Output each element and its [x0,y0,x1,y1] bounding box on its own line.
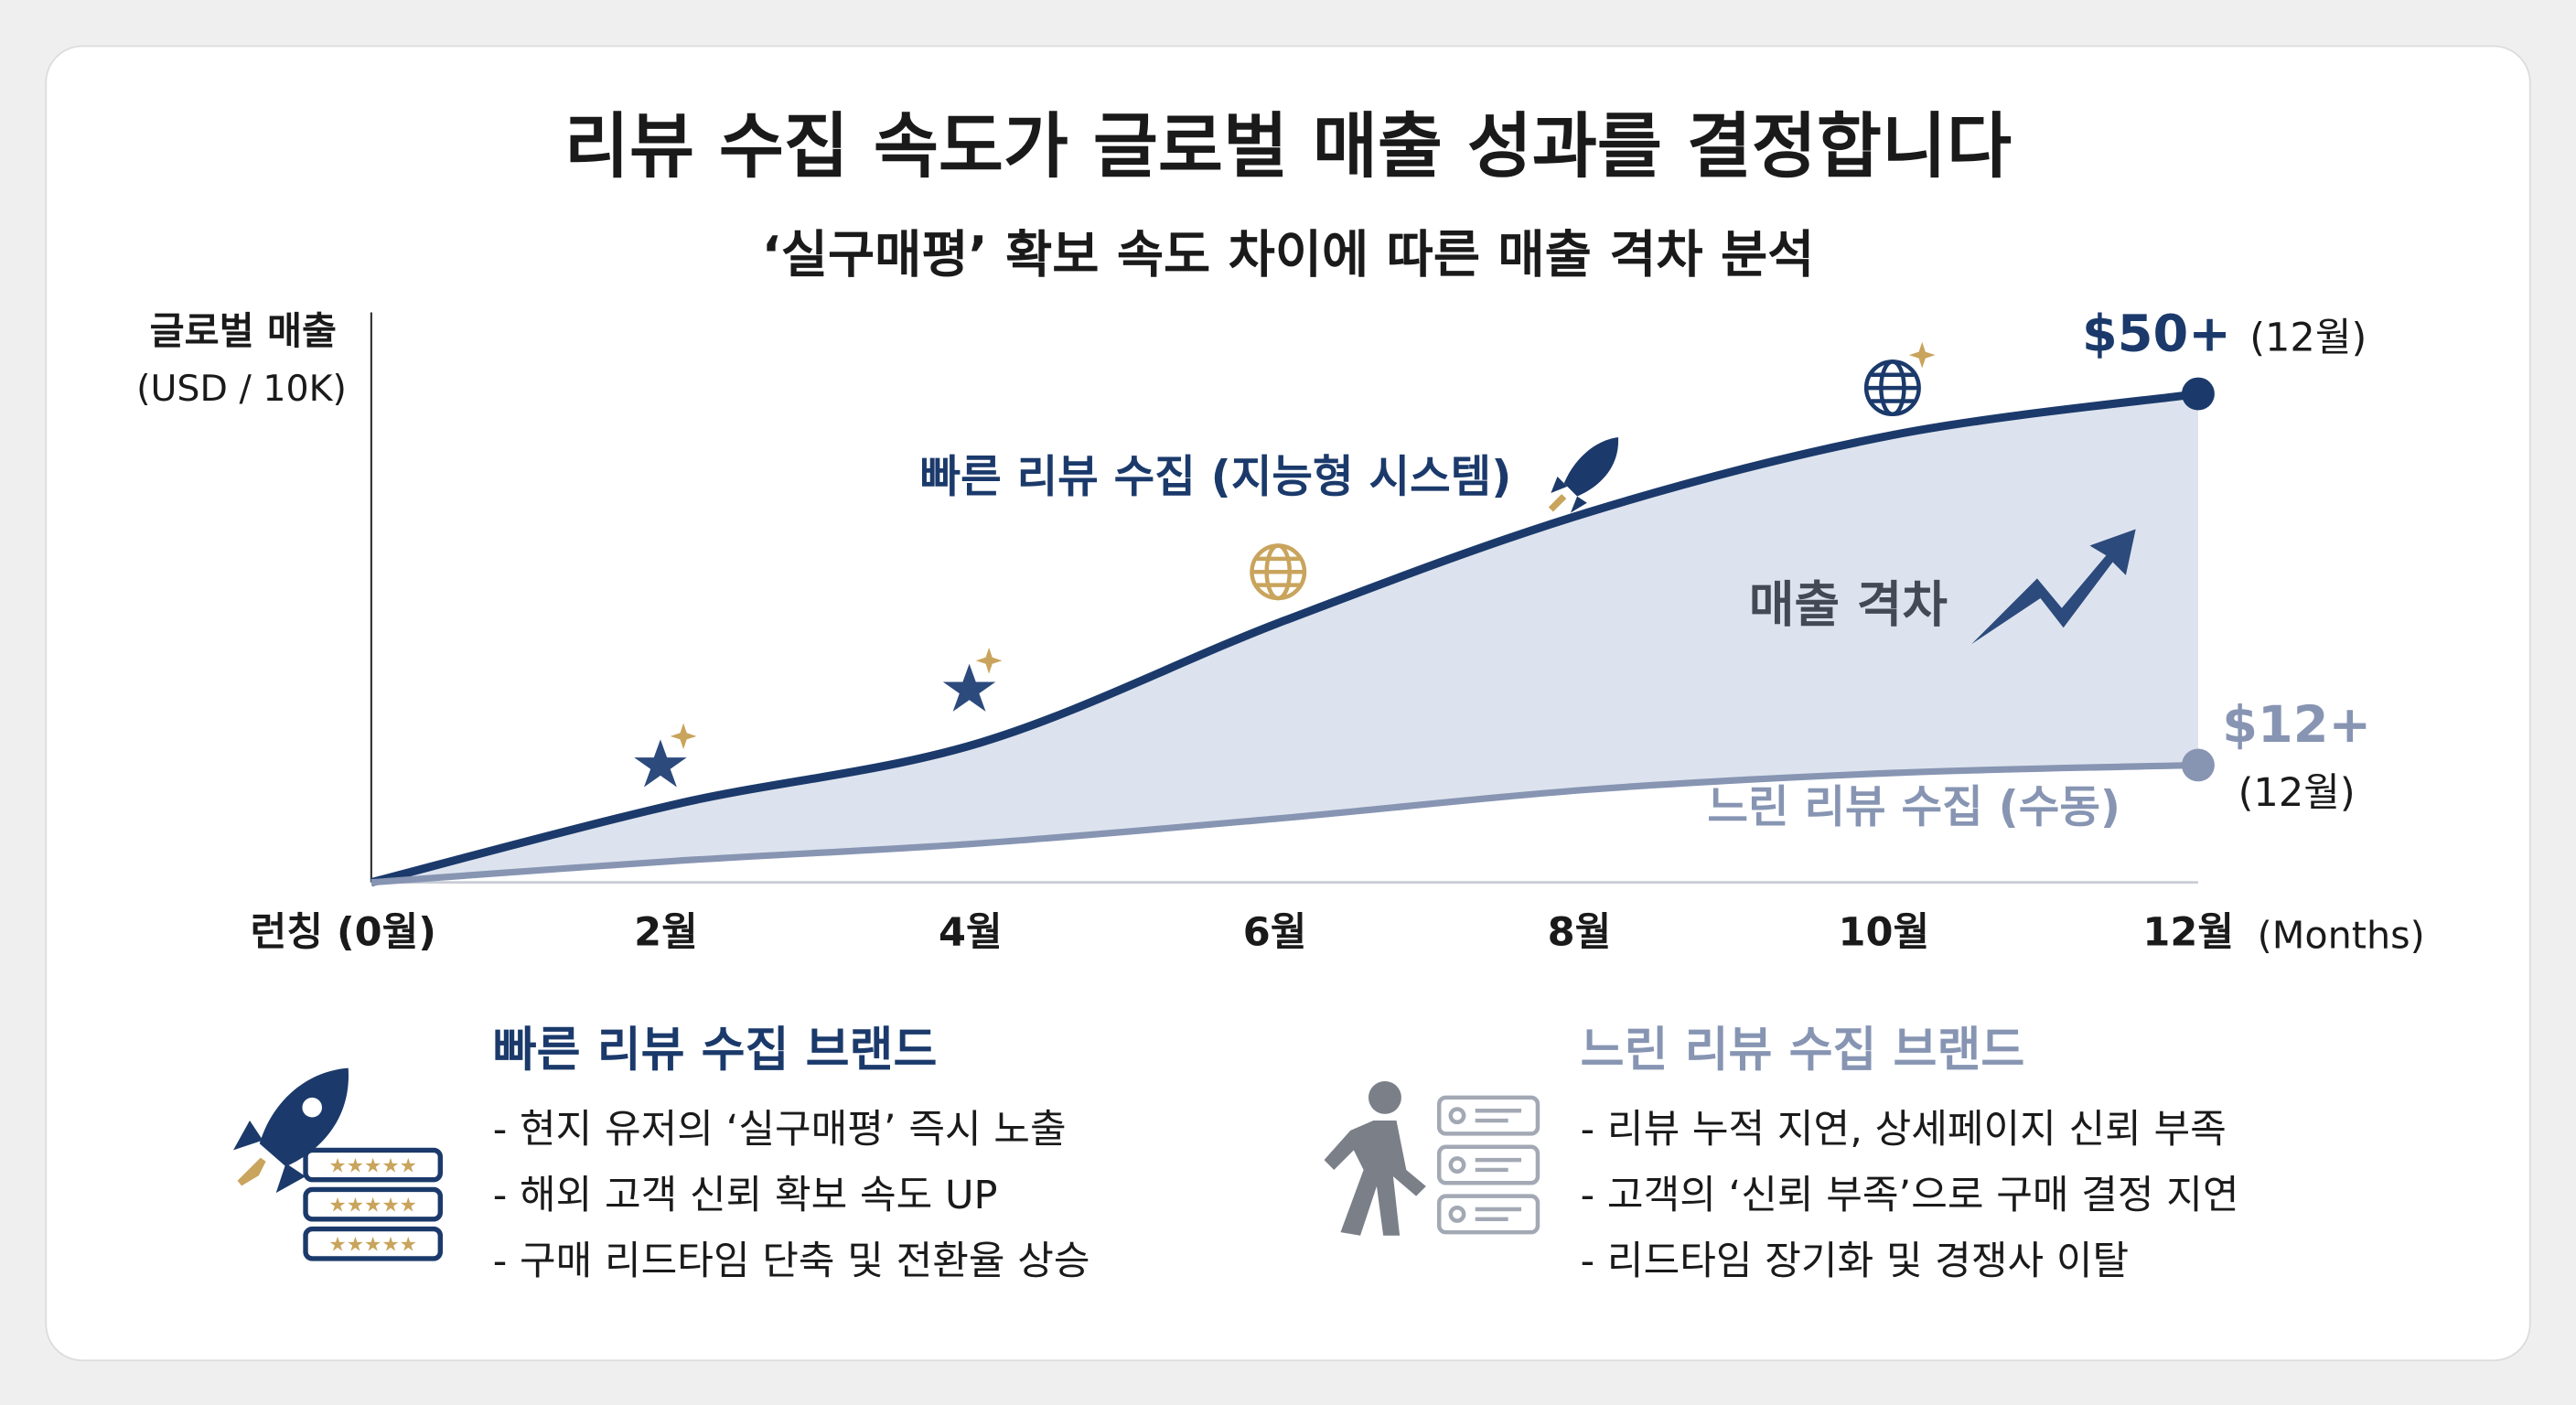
chart-subtitle: ‘실구매평’ 확보 속도 차이에 따른 매출 격차 분석 [762,225,1815,284]
series-label: 빠른 리뷰 수집 (지능형 시스템) [920,452,1512,503]
value-label: $12+ [2222,695,2371,755]
svg-text:★★★★★: ★★★★★ [328,1194,417,1217]
walking-person-icon [1324,1080,1426,1236]
chart-title: 리뷰 수집 속도가 글로벌 매출 성과를 결정합니다 [564,105,2012,188]
x-tick-label: 2월 [634,910,698,956]
panel-item: - 리뷰 누적 지연, 상세페이지 신뢰 부족 [1581,1107,2227,1153]
chat-icons [1436,1095,1540,1235]
rocket-rating-icon: ★★★★★ ★★★★★ ★★★★★ [233,1067,443,1261]
panel-title: 빠른 리뷰 수집 브랜드 [493,1023,938,1078]
star-icon [942,663,996,712]
series-line [370,761,2199,886]
x-tick-label: 런칭 (0월) [251,910,436,956]
star-icon [634,739,687,788]
x-tick-label: 6월 [1243,910,1307,956]
globe-icon [1250,543,1307,601]
series-line [370,390,2199,887]
value-note: (12월) [2238,770,2356,816]
panel-title: 느린 리뷰 수집 브랜드 [1581,1023,2025,1078]
plot: 런칭 (0월) 2월 4월 6월 8월 10월 12월 빠른 리뷰 수집 (지능형 시스템) 느… [251,305,2371,956]
decor-icons: ★★★★★ ★★★★★ ★★★★★ [233,341,2136,1261]
panels: 빠른 리뷰 수집 브랜드 - 현지 유저의 ‘실구매평’ 즉시 노출 - 해외 고객… [493,1023,2239,1283]
end-marker [2181,748,2215,782]
globe-icon [1863,359,1921,417]
panel-item: - 현지 유저의 ‘실구매평’ 즉시 노출 [493,1107,1067,1153]
gap-area [370,393,2198,883]
sparkle-icon [1908,341,1936,369]
gap-label: 매출 격차 [1749,575,1948,633]
value-note: (12월) [2249,316,2367,361]
panel-item: - 구매 리드타임 단축 및 전환율 상승 [493,1239,1090,1284]
x-tick-label: 8월 [1548,910,1612,956]
y-axis-label: 글로벌 매출 [150,309,337,353]
rocket-icon [1548,436,1619,513]
y-axis-unit: (USD / 10K) [136,368,347,410]
series-label: 느린 리뷰 수집 (수동) [1707,782,2120,833]
end-marker [2181,377,2215,411]
panel-item: - 리드타임 장기화 및 경쟁사 이탈 [1581,1239,2129,1284]
sparkle-icon [975,647,1003,674]
panel-item: - 해외 고객 신뢰 확보 속도 UP [493,1173,998,1218]
x-tick-label: 4월 [939,910,1003,956]
value-label: $50+ [2082,305,2231,364]
panel-item: - 고객의 ‘신뢰 부족’으로 구매 결정 지연 [1581,1173,2239,1218]
x-axis-label: (Months) [2258,914,2425,958]
trend-arrow-icon [1971,529,2136,645]
x-tick-label: 10월 [1839,910,1930,956]
svg-text:★★★★★: ★★★★★ [328,1154,417,1177]
x-tick-label: 12월 [2142,910,2234,956]
svg-text:★★★★★: ★★★★★ [328,1234,417,1257]
sparkle-icon [670,723,697,750]
